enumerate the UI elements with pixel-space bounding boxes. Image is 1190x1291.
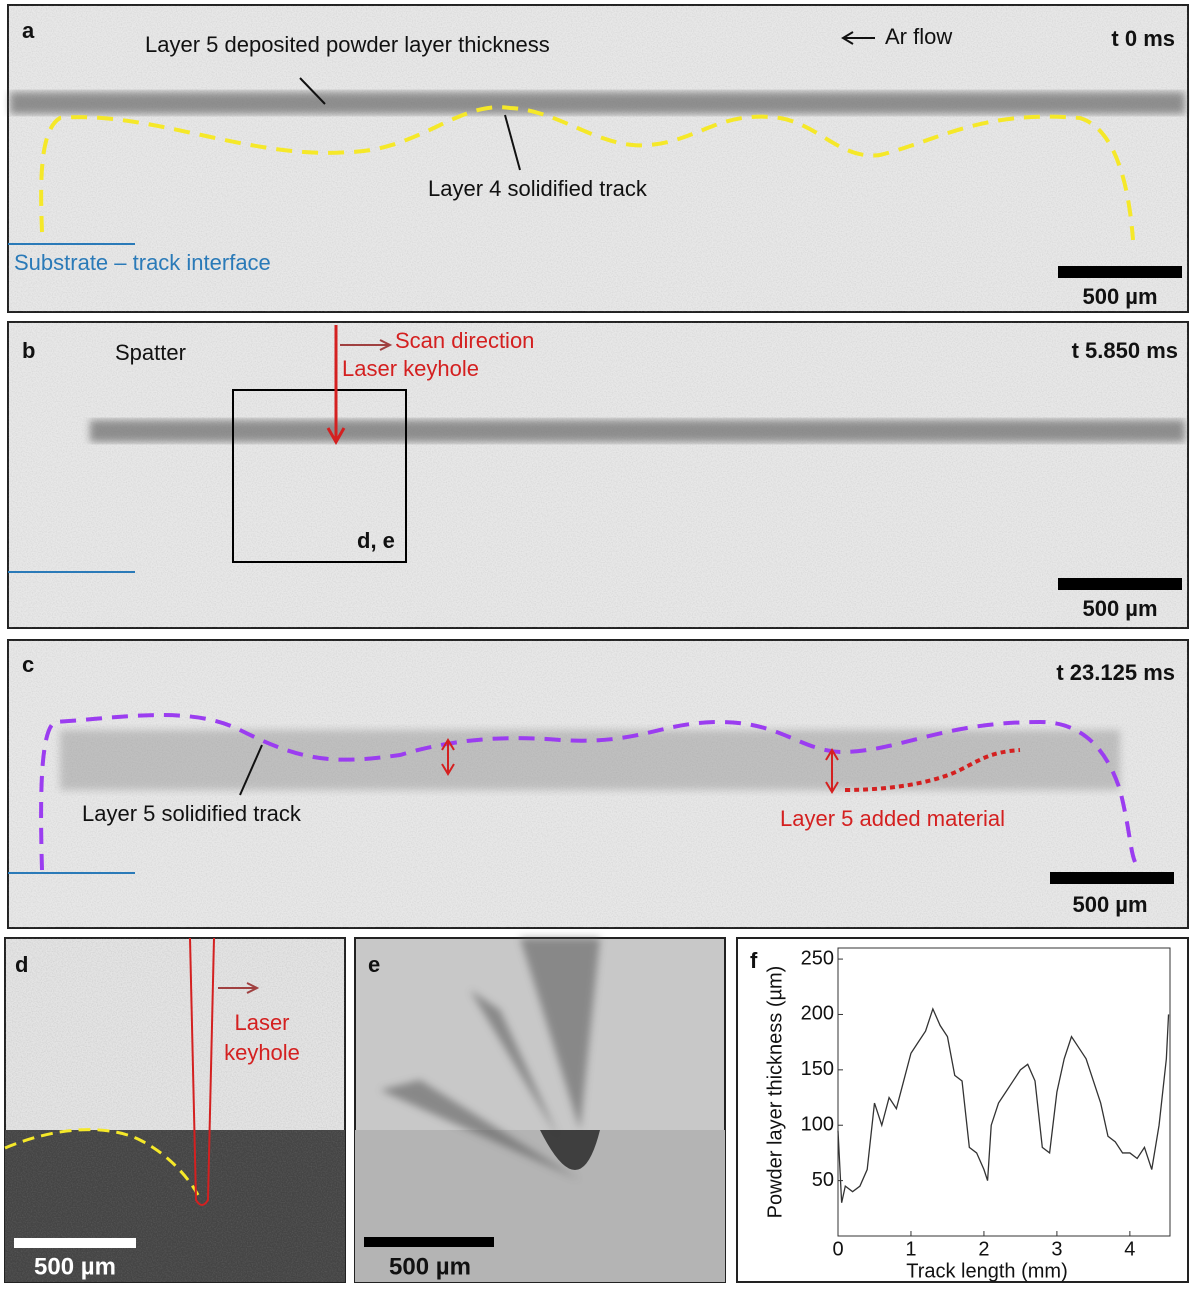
annotation: Substrate – track interface bbox=[14, 250, 271, 275]
annotation: Scan direction bbox=[395, 328, 534, 353]
annotation: Spatter bbox=[115, 340, 186, 365]
annotation: Layer 4 solidified track bbox=[428, 176, 648, 201]
x-tick-label: 3 bbox=[1051, 1238, 1062, 1260]
scale-label: 500 µm bbox=[1082, 596, 1157, 621]
scale-bar bbox=[1050, 872, 1174, 884]
inset-label: d, e bbox=[357, 528, 395, 553]
annotation: Laser keyhole bbox=[342, 356, 479, 381]
time: t 23.125 ms bbox=[1056, 660, 1175, 685]
x-axis-label: Track length (mm) bbox=[906, 1260, 1068, 1282]
scale-label: 500 µm bbox=[389, 1253, 471, 1280]
y-tick-label: 50 bbox=[812, 1169, 834, 1191]
scale-bar bbox=[1058, 266, 1182, 278]
annotation: keyhole bbox=[224, 1040, 300, 1065]
y-tick-label: 150 bbox=[801, 1058, 834, 1080]
scale-label: 500 µm bbox=[34, 1253, 116, 1280]
panel-f: f Track length (mm) Powder layer thickne… bbox=[737, 938, 1188, 1282]
panel-frame bbox=[737, 938, 1188, 1282]
annotation: Ar flow bbox=[885, 24, 952, 49]
panel-label: e bbox=[368, 952, 380, 977]
panel-label: d bbox=[15, 952, 28, 977]
powder-band bbox=[90, 420, 1185, 442]
scale-bar bbox=[364, 1237, 494, 1247]
panel-label: b bbox=[22, 338, 35, 363]
y-tick-label: 250 bbox=[801, 947, 834, 969]
time: t 0 ms bbox=[1111, 26, 1175, 51]
panel-label: f bbox=[750, 948, 758, 973]
scale-bar bbox=[1058, 578, 1182, 590]
track-shading bbox=[60, 730, 1120, 790]
panel-label: c bbox=[22, 652, 34, 677]
scale-label: 500 µm bbox=[1082, 284, 1157, 309]
figure: a t 0 ms Layer 5 deposited powder layer … bbox=[0, 0, 1190, 1286]
annotation: Laser bbox=[234, 1010, 289, 1035]
panel-b: b t 5.850 ms Spatter Scan direction Lase… bbox=[8, 322, 1188, 628]
scale-bar bbox=[14, 1238, 136, 1248]
x-tick-label: 1 bbox=[905, 1238, 916, 1260]
panel-label: a bbox=[22, 18, 35, 43]
y-axis-label: Powder layer thickness (µm) bbox=[764, 966, 786, 1219]
panel-e: e 500 µm bbox=[355, 938, 725, 1282]
grain bbox=[8, 322, 1188, 628]
panel-a: a t 0 ms Layer 5 deposited powder layer … bbox=[8, 5, 1188, 312]
y-tick-label: 200 bbox=[801, 1003, 834, 1025]
powder-band bbox=[10, 92, 1185, 114]
y-tick-label: 100 bbox=[801, 1114, 834, 1136]
time: t 5.850 ms bbox=[1072, 338, 1178, 363]
x-tick-label: 0 bbox=[832, 1238, 843, 1260]
scale-label: 500 µm bbox=[1072, 892, 1147, 917]
annotation: Layer 5 added material bbox=[780, 806, 1005, 831]
annotation: Layer 5 deposited powder layer thickness bbox=[145, 32, 550, 57]
x-tick-label: 2 bbox=[978, 1238, 989, 1260]
grain bbox=[5, 938, 345, 1282]
panel-c: c t 23.125 ms Layer 5 solidified track L… bbox=[8, 640, 1188, 928]
x-tick-label: 4 bbox=[1124, 1238, 1135, 1260]
panel-d: d Laser keyhole 500 µm bbox=[5, 938, 345, 1282]
annotation: Layer 5 solidified track bbox=[82, 801, 302, 826]
